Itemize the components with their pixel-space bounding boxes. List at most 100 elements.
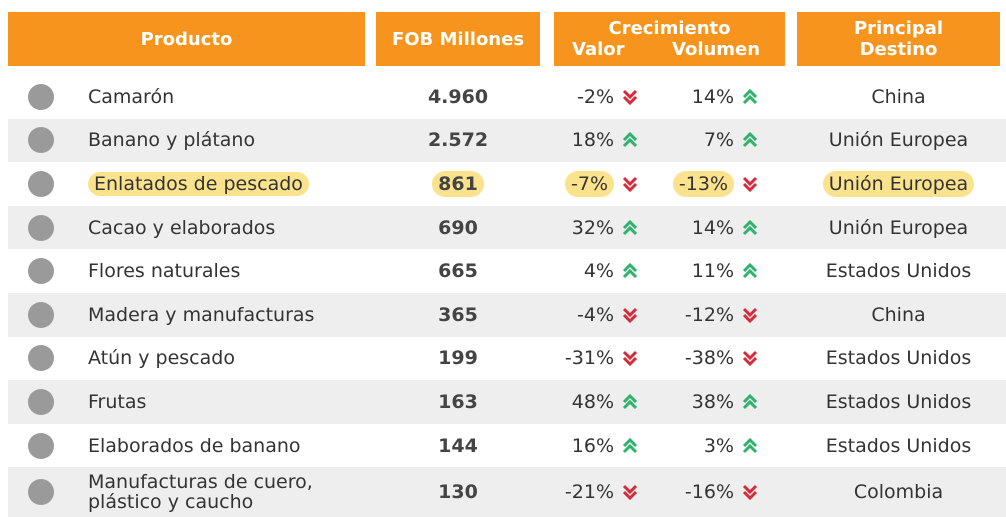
arrow-down: [742, 485, 758, 501]
product-name: Atún y pescado: [88, 347, 235, 370]
table-row: Flores naturales 665 4% 11% Estados Unidos: [8, 249, 1006, 293]
cell-growth-volume: 3%: [648, 424, 758, 468]
fob-value: 665: [438, 260, 478, 283]
destination: Estados Unidos: [825, 390, 972, 413]
growth-value: -7%: [565, 170, 614, 197]
fob-value: 199: [438, 347, 478, 370]
arrow-down: [622, 351, 638, 367]
product-name: Banano y plátano: [88, 129, 256, 152]
destination: Estados Unidos: [825, 347, 972, 370]
arrow-down: [622, 485, 638, 501]
growth-volume: 7%: [703, 129, 734, 152]
arrow-shape: [742, 263, 758, 279]
cell-growth-value: -2%: [528, 75, 638, 119]
arrow-down: [742, 307, 758, 323]
cell-growth-value: 32%: [528, 206, 638, 250]
table-row: Madera y manufacturas 365 -4% -12% China: [8, 293, 1006, 337]
row-icon: [28, 214, 54, 241]
growth-value: 18%: [571, 129, 614, 152]
product-name: Cacao y elaborados: [88, 216, 276, 239]
product-name: Enlatados de pescado: [88, 171, 309, 196]
row-icon: [28, 83, 54, 110]
cell-product-name: Madera y manufacturas: [88, 293, 358, 337]
header-destino: Principal Destino: [797, 12, 1000, 66]
cell-destination: Unión Europea: [797, 206, 1000, 250]
arrow-shape: [622, 307, 638, 323]
cell-product-name: Banano y plátano: [88, 119, 358, 163]
arrow-shape: [742, 307, 758, 323]
cell-growth-volume: -13%: [648, 162, 758, 206]
cell-growth-volume: 14%: [648, 206, 758, 250]
arrow-down: [622, 176, 638, 192]
table-row: Enlatados de pescado 861 -7% -13% Unión Euro…: [8, 162, 1006, 206]
cell-destination: China: [797, 75, 1000, 119]
cell-growth-value: -21%: [528, 467, 638, 517]
cell-destination: Estados Unidos: [797, 249, 1000, 293]
growth-volume: -16%: [684, 481, 734, 504]
growth-volume: -13%: [672, 170, 734, 197]
header-volumen: Volumen: [672, 39, 761, 60]
table-row: Camarón 4.960 -2% 14% China: [8, 75, 1006, 119]
arrow-shape: [622, 393, 638, 410]
cell-destination: China: [797, 293, 1000, 337]
cell-growth-value: 48%: [528, 380, 638, 424]
arrow-down: [622, 89, 638, 105]
growth-volume: 38%: [691, 390, 734, 413]
fob-value: 144: [438, 434, 478, 457]
destination: China: [871, 85, 926, 108]
table-row: Elaborados de banano 144 16% 3% Estados Unid…: [8, 424, 1006, 468]
cell-destination: Estados Unidos: [797, 337, 1000, 381]
growth-value: 4%: [583, 260, 614, 283]
cell-fob-value: 163: [376, 380, 540, 424]
growth-volume: -12%: [684, 303, 734, 326]
cell-fob-value: 199: [376, 337, 540, 381]
cell-fob-value: 2.572: [376, 119, 540, 163]
cell-growth-volume: 7%: [648, 119, 758, 163]
cell-product-name: Cacao y elaborados: [88, 206, 358, 250]
arrow-shape: [622, 437, 638, 453]
header-producto: Producto: [8, 12, 365, 66]
arrow-shape: [742, 132, 758, 148]
arrow-up: [622, 437, 638, 453]
cell-product-name: Camarón: [88, 75, 358, 119]
cell-growth-value: 16%: [528, 424, 638, 468]
destination: Colombia: [853, 481, 944, 504]
destination: China: [871, 303, 926, 326]
product-name: Camarón: [88, 85, 175, 108]
cell-growth-value: -7%: [528, 162, 638, 206]
arrow-shape: [622, 485, 638, 501]
product-name: Frutas: [88, 390, 147, 413]
growth-value: -4%: [577, 303, 614, 326]
cell-destination: Estados Unidos: [797, 424, 1000, 468]
cell-fob-value: 130: [376, 467, 540, 517]
growth-value: -31%: [564, 347, 614, 370]
row-icon: [28, 170, 54, 197]
cell-product-name: Elaborados de banano: [88, 424, 358, 468]
arrow-down: [742, 176, 758, 192]
growth-volume: 3%: [703, 434, 734, 457]
header-valor: Valor: [572, 39, 625, 60]
cell-growth-value: 4%: [528, 249, 638, 293]
cell-growth-volume: 38%: [648, 380, 758, 424]
cell-growth-volume: 14%: [648, 75, 758, 119]
destination: Unión Europea: [828, 129, 969, 152]
growth-value: -21%: [564, 481, 614, 504]
arrow-shape: [622, 263, 638, 279]
fob-value: 861: [432, 170, 484, 197]
cell-fob-value: 690: [376, 206, 540, 250]
cell-growth-volume: -16%: [648, 467, 758, 517]
row-icon: [28, 479, 54, 506]
table-row: Atún y pescado 199 -31% -38% Estados Unidos: [8, 337, 1006, 381]
arrow-shape: [622, 351, 638, 367]
cell-growth-value: -4%: [528, 293, 638, 337]
row-icon: [28, 127, 54, 154]
header-fob: FOB Millones: [376, 12, 540, 66]
arrow-up: [742, 263, 758, 279]
arrow-shape: [622, 132, 638, 148]
fob-value: 4.960: [427, 85, 489, 108]
arrow-shape: [622, 176, 638, 192]
arrow-up: [622, 219, 638, 235]
cell-product-name: Frutas: [88, 380, 358, 424]
fob-value: 130: [438, 481, 478, 504]
